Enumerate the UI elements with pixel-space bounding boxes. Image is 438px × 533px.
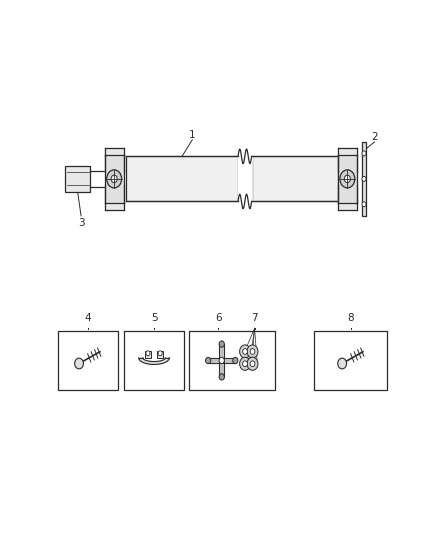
Polygon shape	[219, 360, 224, 377]
Bar	[126, 156, 238, 201]
Bar	[157, 351, 163, 358]
Circle shape	[247, 357, 258, 370]
Bar	[362, 142, 366, 216]
Polygon shape	[219, 344, 224, 360]
Text: 1: 1	[189, 130, 195, 140]
Polygon shape	[208, 358, 222, 364]
Bar	[145, 351, 151, 358]
Text: 8: 8	[348, 313, 354, 324]
Polygon shape	[338, 155, 357, 203]
Circle shape	[344, 175, 350, 183]
Circle shape	[219, 357, 224, 364]
Bar	[314, 330, 387, 390]
Bar	[58, 330, 117, 390]
Circle shape	[107, 170, 122, 188]
Circle shape	[219, 374, 224, 380]
Circle shape	[240, 357, 251, 370]
Bar	[251, 156, 338, 201]
Circle shape	[240, 345, 251, 358]
Polygon shape	[139, 358, 170, 365]
Polygon shape	[338, 148, 357, 155]
Circle shape	[247, 345, 258, 358]
Circle shape	[250, 349, 255, 354]
Text: 5: 5	[151, 313, 157, 324]
Circle shape	[243, 349, 247, 354]
Circle shape	[338, 358, 346, 369]
Circle shape	[219, 341, 224, 347]
Bar	[189, 330, 276, 390]
Text: 4: 4	[85, 313, 91, 324]
Circle shape	[362, 151, 366, 156]
Circle shape	[74, 358, 84, 369]
Text: 7: 7	[251, 313, 258, 324]
Polygon shape	[105, 203, 124, 209]
Polygon shape	[105, 148, 124, 155]
Circle shape	[340, 170, 355, 188]
Circle shape	[146, 351, 150, 356]
Circle shape	[362, 176, 366, 181]
Polygon shape	[222, 358, 235, 364]
Text: 6: 6	[215, 313, 222, 324]
Circle shape	[158, 351, 162, 356]
Circle shape	[250, 361, 255, 367]
Circle shape	[111, 175, 117, 183]
Bar	[65, 166, 90, 192]
Bar	[124, 330, 184, 390]
Text: 3: 3	[78, 218, 85, 228]
Circle shape	[233, 357, 238, 364]
Circle shape	[362, 202, 366, 207]
Polygon shape	[105, 155, 124, 203]
Polygon shape	[338, 203, 357, 209]
Circle shape	[205, 357, 211, 364]
Text: 2: 2	[371, 132, 378, 142]
Circle shape	[243, 361, 247, 367]
